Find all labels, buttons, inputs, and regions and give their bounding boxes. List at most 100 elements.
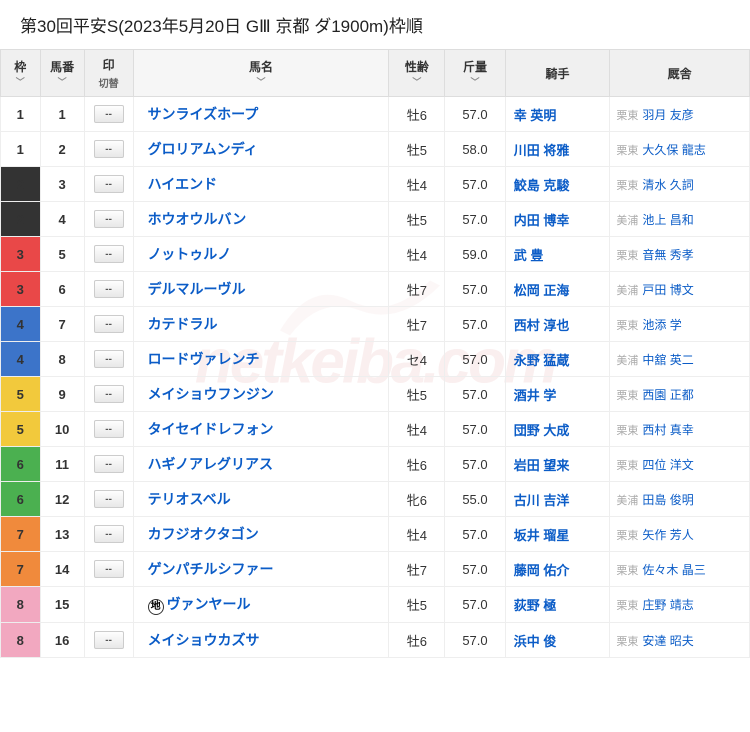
header-weight[interactable]: 斤量﹀ — [445, 50, 505, 97]
trainer-link[interactable]: 羽月 友彦 — [642, 108, 693, 122]
waku-cell: 4 — [1, 342, 41, 377]
trainer-link[interactable]: 矢作 芳人 — [642, 528, 693, 542]
horse-link[interactable]: テリオスベル — [148, 491, 231, 507]
trainer-link[interactable]: 西村 真幸 — [642, 423, 693, 437]
trainer-link[interactable]: 清水 久詞 — [642, 178, 693, 192]
mark-button[interactable]: -- — [94, 280, 124, 298]
jockey-link[interactable]: 松岡 正海 — [514, 283, 570, 298]
jockey-link[interactable]: 藤岡 佑介 — [514, 563, 570, 578]
horse-link[interactable]: サンライズホープ — [148, 106, 259, 122]
horse-link[interactable]: メイショウフンジン — [148, 386, 274, 402]
trainer-link[interactable]: 池添 学 — [642, 318, 681, 332]
horse-name-cell: ノットゥルノ — [133, 237, 389, 272]
jockey-link[interactable]: 内田 博幸 — [514, 213, 570, 228]
stable-cell: 栗東西村 真幸 — [610, 412, 750, 447]
horse-link[interactable]: ハギノアレグリアス — [148, 456, 273, 472]
horse-link[interactable]: カテドラル — [148, 316, 218, 332]
jockey-link[interactable]: 西村 淳也 — [514, 318, 570, 333]
jockey-cell: 西村 淳也 — [505, 307, 610, 342]
horse-name-cell: グロリアムンディ — [133, 132, 389, 167]
horse-link[interactable]: ホウオウルバン — [148, 211, 247, 227]
header-mark[interactable]: 印切替 — [84, 50, 133, 97]
stable-cell: 栗東矢作 芳人 — [610, 517, 750, 552]
trainer-link[interactable]: 安達 昭夫 — [642, 634, 693, 648]
weight-cell: 57.0 — [445, 307, 505, 342]
jockey-link[interactable]: 酒井 学 — [514, 388, 557, 403]
sexage-cell: 牝6 — [389, 482, 445, 517]
mark-button[interactable]: -- — [94, 525, 124, 543]
mark-button[interactable]: -- — [94, 350, 124, 368]
waku-cell: 2 — [1, 167, 41, 202]
mark-button[interactable]: -- — [94, 560, 124, 578]
trainer-link[interactable]: 中舘 英二 — [642, 353, 693, 367]
waku-cell: 3 — [1, 272, 41, 307]
horse-name-cell: サンライズホープ — [133, 97, 389, 132]
region-label: 栗東 — [616, 390, 638, 402]
header-name[interactable]: 馬名﹀ — [133, 50, 389, 97]
horse-link[interactable]: ノットゥルノ — [148, 246, 232, 262]
jockey-link[interactable]: 荻野 極 — [514, 598, 557, 613]
mark-button[interactable]: -- — [94, 385, 124, 403]
trainer-link[interactable]: 庄野 靖志 — [642, 598, 693, 612]
horse-link[interactable]: ゲンパチルシファー — [148, 561, 274, 577]
jockey-link[interactable]: 幸 英明 — [514, 108, 557, 123]
table-row: 36--デルマルーヴル牡757.0松岡 正海美浦戸田 博文 — [1, 272, 750, 307]
waku-cell: 1 — [1, 132, 41, 167]
mark-button[interactable]: -- — [94, 175, 124, 193]
jockey-link[interactable]: 鮫島 克駿 — [514, 178, 570, 193]
trainer-link[interactable]: 四位 洋文 — [642, 458, 693, 472]
jockey-link[interactable]: 浜中 俊 — [514, 634, 557, 649]
mark-button[interactable]: -- — [94, 140, 124, 158]
horse-link[interactable]: グロリアムンディ — [148, 141, 258, 157]
waku-cell: 1 — [1, 97, 41, 132]
horse-link[interactable]: デルマルーヴル — [148, 281, 246, 297]
weight-cell: 59.0 — [445, 237, 505, 272]
trainer-link[interactable]: 田島 俊明 — [642, 493, 693, 507]
trainer-link[interactable]: 池上 昌和 — [642, 213, 693, 227]
chevron-down-icon: ﹀ — [5, 75, 36, 88]
jockey-link[interactable]: 岩田 望来 — [514, 458, 570, 473]
local-mark-icon: 地 — [148, 599, 164, 615]
mark-button[interactable]: -- — [94, 490, 124, 508]
trainer-link[interactable]: 佐々木 晶三 — [642, 563, 705, 577]
header-num[interactable]: 馬番﹀ — [40, 50, 84, 97]
sexage-cell: 牡6 — [389, 623, 445, 658]
jockey-link[interactable]: 川田 将雅 — [514, 143, 570, 158]
weight-cell: 57.0 — [445, 377, 505, 412]
table-row: 714--ゲンパチルシファー牡757.0藤岡 佑介栗東佐々木 晶三 — [1, 552, 750, 587]
horse-link[interactable]: ロードヴァレンチ — [148, 351, 260, 367]
num-cell: 9 — [40, 377, 84, 412]
mark-button[interactable]: -- — [94, 315, 124, 333]
region-label: 栗東 — [616, 110, 638, 122]
horse-link[interactable]: ハイエンド — [148, 176, 218, 192]
trainer-link[interactable]: 戸田 博文 — [642, 283, 693, 297]
trainer-link[interactable]: 音無 秀孝 — [642, 248, 693, 262]
horse-link[interactable]: メイショウカズサ — [148, 632, 260, 648]
sexage-cell: セ4 — [389, 342, 445, 377]
jockey-link[interactable]: 団野 大成 — [514, 423, 570, 438]
weight-cell: 57.0 — [445, 342, 505, 377]
mark-cell: -- — [84, 272, 133, 307]
jockey-link[interactable]: 永野 猛蔵 — [514, 353, 570, 368]
horse-name-cell: カテドラル — [133, 307, 389, 342]
horse-link[interactable]: ヴァンヤール — [167, 596, 251, 612]
jockey-link[interactable]: 坂井 瑠星 — [514, 528, 570, 543]
chevron-down-icon: ﹀ — [138, 75, 385, 88]
mark-button[interactable]: -- — [94, 105, 124, 123]
trainer-link[interactable]: 西園 正都 — [642, 388, 693, 402]
header-waku[interactable]: 枠﹀ — [1, 50, 41, 97]
mark-button[interactable]: -- — [94, 455, 124, 473]
weight-cell: 57.0 — [445, 517, 505, 552]
mark-button[interactable]: -- — [94, 420, 124, 438]
horse-link[interactable]: タイセイドレフォン — [148, 421, 274, 437]
jockey-link[interactable]: 古川 吉洋 — [514, 493, 570, 508]
mark-button[interactable]: -- — [94, 631, 124, 649]
jockey-link[interactable]: 武 豊 — [514, 248, 544, 263]
table-row: 11--サンライズホープ牡657.0幸 英明栗東羽月 友彦 — [1, 97, 750, 132]
mark-button[interactable]: -- — [94, 210, 124, 228]
mark-button[interactable]: -- — [94, 245, 124, 263]
trainer-link[interactable]: 大久保 龍志 — [642, 143, 705, 157]
horse-link[interactable]: カフジオクタゴン — [148, 526, 259, 542]
header-sexage[interactable]: 性齢﹀ — [389, 50, 445, 97]
jockey-cell: 内田 博幸 — [505, 202, 610, 237]
